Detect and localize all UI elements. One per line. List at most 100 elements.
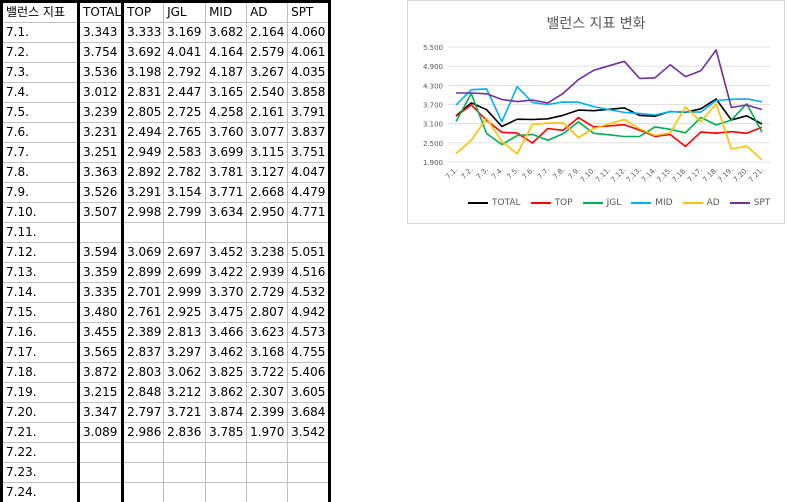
- data-cell[interactable]: 3.542: [287, 422, 332, 443]
- row-label-cell[interactable]: 7.9.: [0, 182, 80, 203]
- data-cell[interactable]: 3.791: [287, 102, 332, 123]
- header-cell[interactable]: SPT: [287, 0, 332, 23]
- data-cell[interactable]: 3.165: [205, 82, 248, 103]
- data-cell[interactable]: 2.164: [246, 22, 289, 43]
- data-cell[interactable]: 3.862: [205, 382, 248, 403]
- data-cell[interactable]: 4.060: [287, 22, 332, 43]
- row-label-cell[interactable]: 7.10.: [0, 202, 80, 223]
- data-cell[interactable]: 2.836: [163, 422, 207, 443]
- data-cell[interactable]: 3.462: [205, 342, 248, 363]
- data-cell[interactable]: [246, 462, 289, 483]
- data-cell[interactable]: 2.805: [122, 102, 165, 123]
- data-cell[interactable]: 3.291: [122, 182, 165, 203]
- data-cell[interactable]: 3.239: [77, 102, 125, 123]
- data-cell[interactable]: 2.939: [246, 262, 289, 283]
- data-cell[interactable]: [205, 222, 248, 243]
- data-cell[interactable]: 3.684: [287, 402, 332, 423]
- data-cell[interactable]: 2.986: [122, 422, 165, 443]
- data-cell[interactable]: 2.792: [163, 62, 207, 83]
- data-cell[interactable]: 3.771: [205, 182, 248, 203]
- row-label-cell[interactable]: 7.15.: [0, 302, 80, 323]
- data-cell[interactable]: [77, 222, 125, 243]
- data-cell[interactable]: 2.701: [122, 282, 165, 303]
- data-cell[interactable]: 4.164: [205, 42, 248, 63]
- data-cell[interactable]: 2.899: [122, 262, 165, 283]
- row-label-cell[interactable]: 7.16.: [0, 322, 80, 343]
- data-cell[interactable]: 4.516: [287, 262, 332, 283]
- header-cell[interactable]: JGL: [163, 0, 207, 23]
- row-label-cell[interactable]: 7.1.: [0, 22, 80, 43]
- data-cell[interactable]: [163, 222, 207, 243]
- data-cell[interactable]: 3.785: [205, 422, 248, 443]
- data-cell[interactable]: 3.370: [205, 282, 248, 303]
- row-label-cell[interactable]: 7.22.: [0, 442, 80, 463]
- data-cell[interactable]: 3.363: [77, 162, 125, 183]
- data-cell[interactable]: 3.475: [205, 302, 248, 323]
- data-cell[interactable]: 3.238: [246, 242, 289, 263]
- data-cell[interactable]: 3.012: [77, 82, 125, 103]
- data-cell[interactable]: 4.479: [287, 182, 332, 203]
- data-cell[interactable]: 3.333: [122, 22, 165, 43]
- data-cell[interactable]: 4.035: [287, 62, 332, 83]
- data-cell[interactable]: 2.999: [163, 282, 207, 303]
- data-cell[interactable]: 3.069: [122, 242, 165, 263]
- data-cell[interactable]: 3.455: [77, 322, 125, 343]
- data-cell[interactable]: 5.051: [287, 242, 332, 263]
- data-cell[interactable]: 3.335: [77, 282, 125, 303]
- row-label-cell[interactable]: 7.4.: [0, 82, 80, 103]
- data-cell[interactable]: [287, 482, 332, 502]
- data-cell[interactable]: 2.765: [163, 122, 207, 143]
- row-label-cell[interactable]: 7.6.: [0, 122, 80, 143]
- data-cell[interactable]: 2.399: [246, 402, 289, 423]
- row-label-cell[interactable]: 7.21.: [0, 422, 80, 443]
- data-cell[interactable]: 2.797: [122, 402, 165, 423]
- data-cell[interactable]: 2.668: [246, 182, 289, 203]
- data-cell[interactable]: 2.813: [163, 322, 207, 343]
- header-cell[interactable]: TOP: [122, 0, 165, 23]
- data-cell[interactable]: 2.892: [122, 162, 165, 183]
- data-cell[interactable]: [122, 442, 165, 463]
- data-cell[interactable]: 4.532: [287, 282, 332, 303]
- data-cell[interactable]: [77, 462, 125, 483]
- row-label-cell[interactable]: 7.17.: [0, 342, 80, 363]
- data-cell[interactable]: 2.447: [163, 82, 207, 103]
- data-cell[interactable]: 3.231: [77, 122, 125, 143]
- data-cell[interactable]: 2.848: [122, 382, 165, 403]
- data-cell[interactable]: 2.729: [246, 282, 289, 303]
- data-cell[interactable]: 3.692: [122, 42, 165, 63]
- data-cell[interactable]: [205, 462, 248, 483]
- row-label-cell[interactable]: 7.19.: [0, 382, 80, 403]
- header-cell[interactable]: TOTAL: [77, 0, 125, 23]
- data-cell[interactable]: [246, 222, 289, 243]
- data-cell[interactable]: 4.771: [287, 202, 332, 223]
- data-cell[interactable]: 3.127: [246, 162, 289, 183]
- data-cell[interactable]: 3.297: [163, 342, 207, 363]
- data-cell[interactable]: 3.347: [77, 402, 125, 423]
- data-cell[interactable]: 3.781: [205, 162, 248, 183]
- row-label-cell[interactable]: 7.23.: [0, 462, 80, 483]
- data-cell[interactable]: 3.507: [77, 202, 125, 223]
- data-cell[interactable]: 3.359: [77, 262, 125, 283]
- data-cell[interactable]: 2.161: [246, 102, 289, 123]
- data-cell[interactable]: 2.540: [246, 82, 289, 103]
- header-cell[interactable]: MID: [205, 0, 248, 23]
- data-cell[interactable]: 3.565: [77, 342, 125, 363]
- data-cell[interactable]: [287, 442, 332, 463]
- header-cell[interactable]: AD: [246, 0, 289, 23]
- row-label-cell[interactable]: 7.8.: [0, 162, 80, 183]
- data-cell[interactable]: [205, 482, 248, 502]
- data-cell[interactable]: [122, 222, 165, 243]
- data-cell[interactable]: 3.480: [77, 302, 125, 323]
- row-label-cell[interactable]: 7.12.: [0, 242, 80, 263]
- data-cell[interactable]: [246, 442, 289, 463]
- data-cell[interactable]: 2.831: [122, 82, 165, 103]
- data-cell[interactable]: 3.215: [77, 382, 125, 403]
- data-cell[interactable]: 3.623: [246, 322, 289, 343]
- data-cell[interactable]: 2.307: [246, 382, 289, 403]
- data-cell[interactable]: 3.466: [205, 322, 248, 343]
- data-cell[interactable]: 2.799: [163, 202, 207, 223]
- data-cell[interactable]: 3.198: [122, 62, 165, 83]
- data-cell[interactable]: [122, 482, 165, 502]
- data-cell[interactable]: 3.722: [246, 362, 289, 383]
- data-cell[interactable]: 3.536: [77, 62, 125, 83]
